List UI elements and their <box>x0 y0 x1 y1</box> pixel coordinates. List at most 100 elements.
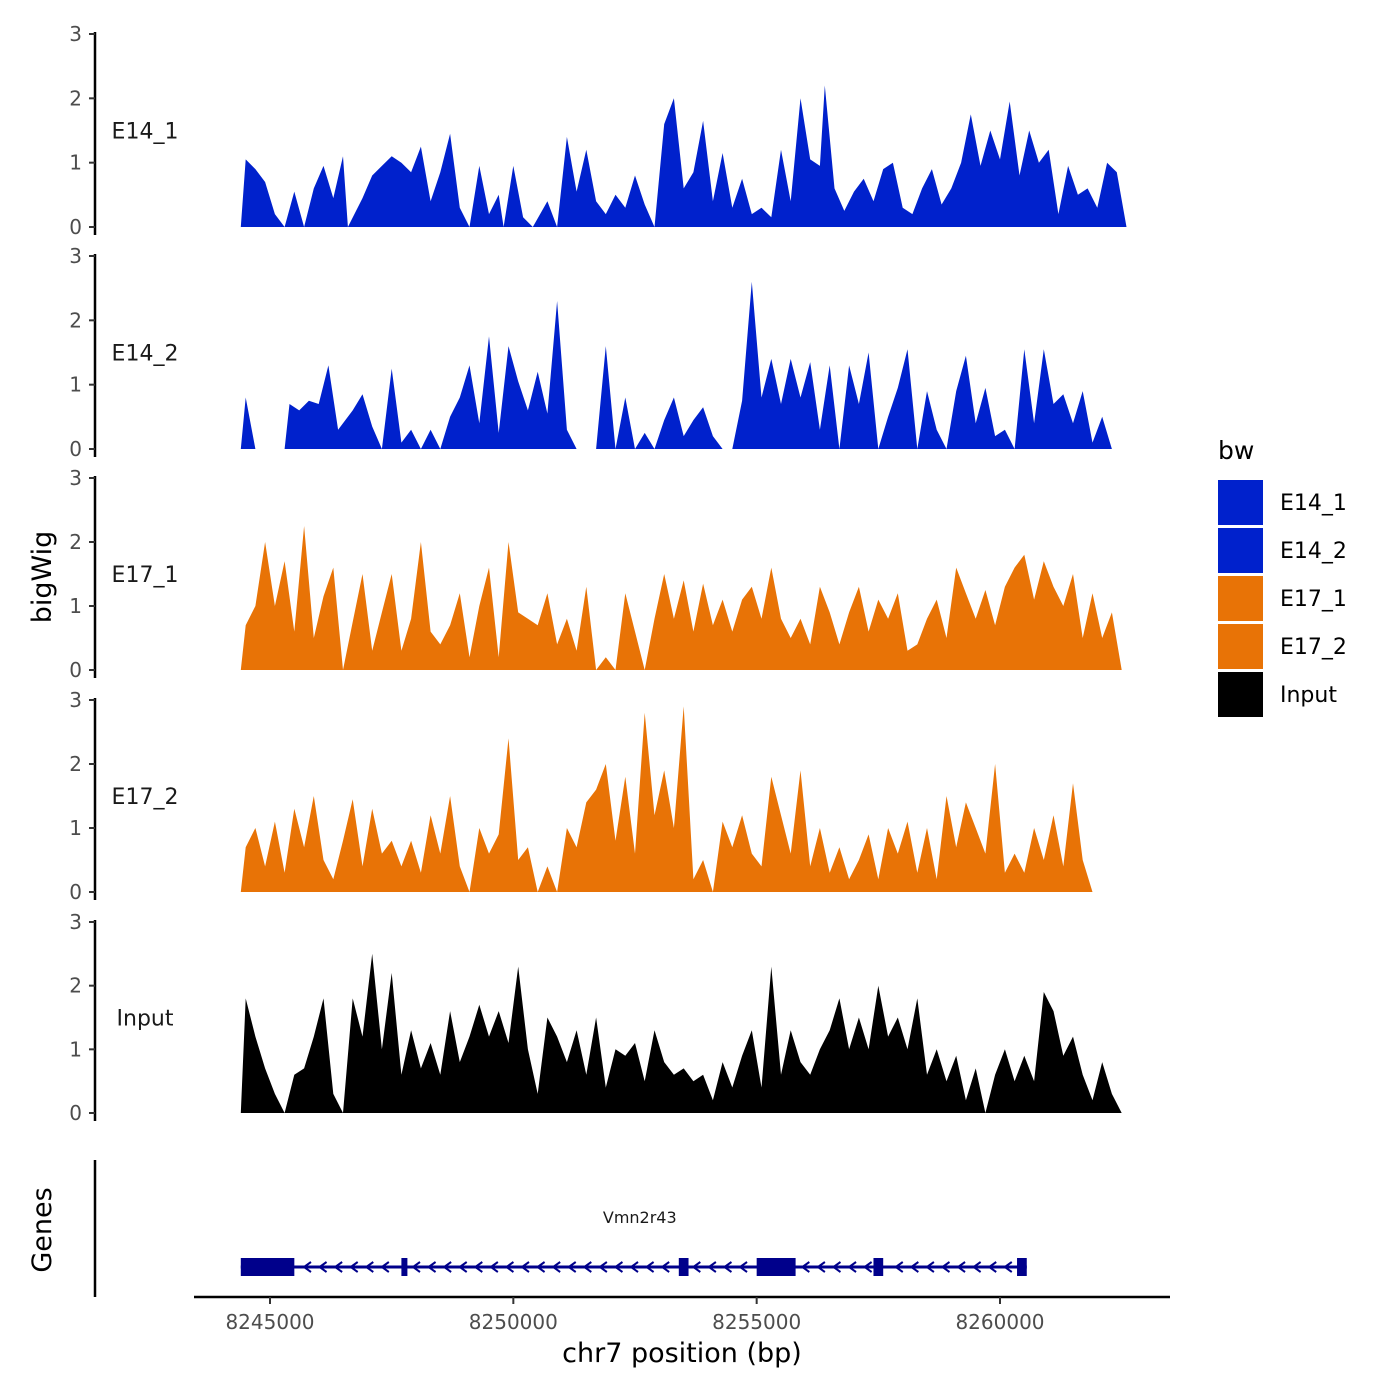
x-tick-label: 8255000 <box>712 1310 801 1334</box>
strand-arrow <box>426 1261 437 1273</box>
strand-arrow <box>894 1261 904 1273</box>
y-tick-label: 0 <box>69 658 82 682</box>
strand-arrow <box>831 1261 842 1273</box>
gene-exon <box>240 1258 295 1276</box>
legend-item: E14_1 <box>1218 480 1347 525</box>
track-label: E14_2 <box>112 342 179 367</box>
strand-arrow <box>302 1261 312 1273</box>
strand-arrow <box>660 1261 670 1273</box>
strand-arrow <box>1003 1261 1013 1273</box>
strand-arrow <box>489 1261 499 1273</box>
strand-arrow <box>909 1261 919 1273</box>
x-axis-title: chr7 position (bp) <box>562 1338 802 1369</box>
gene-exon <box>873 1258 884 1276</box>
legend-label: Input <box>1280 683 1337 708</box>
strand-arrow <box>535 1261 546 1273</box>
y-tick-label: 1 <box>69 816 82 840</box>
y-tick-label: 3 <box>69 22 82 46</box>
strand-arrow <box>800 1261 810 1273</box>
strand-arrow <box>862 1261 873 1273</box>
strand-arrow <box>317 1261 328 1273</box>
strand-arrow <box>971 1261 982 1273</box>
strand-arrow <box>925 1261 935 1273</box>
y-tick-label: 3 <box>69 244 82 268</box>
y-tick-label: 0 <box>69 437 82 461</box>
y-tick-label: 1 <box>69 151 82 175</box>
track-label: E17_2 <box>112 785 179 810</box>
y-tick-label: 1 <box>69 1037 82 1061</box>
y-tick-label: 0 <box>69 215 82 239</box>
strand-arrow <box>551 1261 561 1273</box>
genes-axis-title: Genes <box>27 1187 58 1272</box>
legend-swatch <box>1218 672 1263 717</box>
gene-exon <box>1017 1258 1027 1276</box>
legend-title: bw <box>1218 436 1254 465</box>
coverage-area <box>240 281 1112 449</box>
strand-arrow <box>707 1261 717 1273</box>
track-e17-2: 0 1 2 3 E17_2 <box>69 688 1093 904</box>
coverage-area <box>240 526 1122 670</box>
coverage-area <box>240 706 1093 892</box>
y-axis-title: bigWig <box>27 531 58 624</box>
y-tick-label: 2 <box>69 86 82 110</box>
strand-arrow <box>738 1261 748 1273</box>
track-input: 0 1 2 3 Input <box>69 910 1122 1125</box>
gene-exon <box>756 1258 796 1276</box>
y-tick-label: 3 <box>69 466 82 490</box>
gene-name-label: Vmn2r43 <box>603 1208 677 1227</box>
y-tick-label: 2 <box>69 752 82 776</box>
track-e14-1: 0 1 2 3 E14_1 <box>69 22 1127 239</box>
strand-arrow <box>520 1261 530 1273</box>
strand-arrow <box>380 1261 390 1273</box>
legend: bw E14_1 E14_2 E17_1 E17_2 Input <box>1218 436 1347 717</box>
legend-swatch <box>1218 576 1263 621</box>
strand-arrow <box>598 1261 608 1273</box>
y-tick-label: 0 <box>69 880 82 904</box>
strand-arrow <box>987 1261 997 1273</box>
strand-arrow <box>582 1261 592 1273</box>
legend-swatch <box>1218 480 1263 525</box>
y-tick-label: 3 <box>69 910 82 934</box>
track-label: E14_1 <box>112 120 179 145</box>
x-tick-label: 8245000 <box>225 1310 314 1334</box>
legend-label: E14_1 <box>1280 491 1347 516</box>
strand-arrow <box>613 1261 624 1273</box>
legend-label: E14_2 <box>1280 539 1347 564</box>
strand-arrow <box>940 1261 951 1273</box>
track-e17-1: 0 1 2 3 E17_1 <box>69 466 1122 682</box>
strand-arrow <box>442 1261 452 1273</box>
y-tick-label: 2 <box>69 308 82 332</box>
y-tick-label: 3 <box>69 688 82 712</box>
strand-arrow <box>629 1261 639 1273</box>
strand-arrow <box>333 1261 343 1273</box>
strand-arrow <box>847 1261 857 1273</box>
strand-arrow <box>956 1261 966 1273</box>
legend-item: E17_1 <box>1218 576 1347 621</box>
legend-swatch <box>1218 528 1263 573</box>
legend-item: E17_2 <box>1218 624 1347 669</box>
strand-arrow <box>644 1261 655 1273</box>
legend-item: E14_2 <box>1218 528 1347 573</box>
strand-arrow <box>473 1261 483 1273</box>
track-label: E17_1 <box>112 563 179 588</box>
y-tick-label: 0 <box>69 1101 82 1125</box>
strand-arrow <box>691 1261 701 1273</box>
y-tick-label: 2 <box>69 530 82 554</box>
strand-arrow <box>411 1261 421 1273</box>
y-tick-label: 2 <box>69 974 82 998</box>
x-tick-label: 8260000 <box>955 1310 1044 1334</box>
strand-arrow <box>567 1261 577 1273</box>
y-tick-label: 1 <box>69 594 82 618</box>
y-tick-label: 1 <box>69 373 82 397</box>
coverage-area <box>240 953 1122 1113</box>
strand-arrow <box>364 1261 374 1273</box>
gene-exon <box>401 1258 408 1276</box>
track-label: Input <box>117 1007 174 1032</box>
coverage-tracks: 0 1 2 3 E14_1 0 1 2 3 E14_2 0 1 2 3 E17_1 0 1 2 3 E17_2 0 1 2 3… <box>69 22 1127 1125</box>
x-axis: 8245000 8250000 8255000 8260000 <box>194 1295 1170 1334</box>
coverage-area <box>240 85 1127 227</box>
gene-exon <box>678 1258 689 1276</box>
strand-arrow <box>348 1261 359 1273</box>
gene-track: Vmn2r43 <box>93 1160 1027 1297</box>
